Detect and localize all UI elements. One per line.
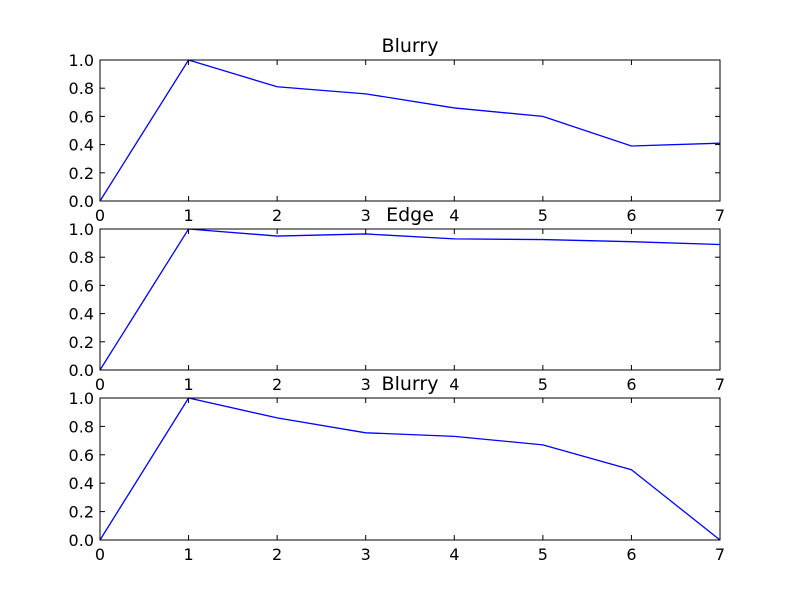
- chart-title: Blurry: [382, 373, 439, 395]
- x-tick-label: 6: [626, 375, 636, 394]
- y-tick-label: 0.6: [69, 107, 94, 126]
- x-tick-label: 4: [449, 206, 459, 225]
- x-tick-label: 1: [183, 545, 193, 564]
- y-tick-label: 0.6: [69, 276, 94, 295]
- y-tick-label: 0.4: [69, 305, 94, 324]
- x-tick-label: 2: [272, 206, 282, 225]
- y-tick-label: 0.6: [69, 446, 94, 465]
- x-tick-label: 1: [183, 375, 193, 394]
- y-tick-label: 0.4: [69, 474, 94, 493]
- y-tick-label: 1.0: [69, 220, 94, 239]
- x-tick-label: 6: [626, 206, 636, 225]
- chart-title: Edge: [386, 204, 434, 226]
- x-tick-label: 1: [183, 206, 193, 225]
- x-tick-label: 2: [272, 375, 282, 394]
- x-tick-label: 4: [449, 545, 459, 564]
- y-tick-label: 0.2: [69, 503, 94, 522]
- axes-frame: [99, 397, 721, 541]
- y-tick-label: 0.4: [69, 136, 94, 155]
- series-line: [99, 228, 721, 371]
- x-tick-label: 0: [95, 375, 105, 394]
- series-line: [99, 59, 721, 202]
- subplot-2: 0 1 2 3 4 5 6 7 0.0 0.2 0.4 0.6 0.8 1.0 Edge: [69, 204, 726, 394]
- y-tick-label: 1.0: [69, 51, 94, 70]
- y-tick-label: 0.2: [69, 333, 94, 352]
- axes-frame: [99, 59, 721, 202]
- x-tick-label: 3: [361, 206, 371, 225]
- x-tick-label: 5: [538, 545, 548, 564]
- x-tick-label: 4: [449, 375, 459, 394]
- y-tick-label: 0.0: [69, 192, 94, 211]
- y-tick-label: 0.8: [69, 79, 94, 98]
- subplot-3: 0 1 2 3 4 5 6 7 0.0 0.2 0.4 0.6 0.8 1.0 Blurry: [69, 373, 726, 564]
- x-tick-label: 2: [272, 545, 282, 564]
- y-tick-label: 0.0: [69, 361, 94, 380]
- axes-frame: [99, 228, 721, 371]
- x-tick-label: 5: [538, 206, 548, 225]
- y-tick-label: 0.8: [69, 417, 94, 436]
- y-tick-label: 1.0: [69, 389, 94, 408]
- series-line: [99, 397, 721, 541]
- x-tick-label: 0: [95, 545, 105, 564]
- y-tick-label: 0.0: [69, 531, 94, 550]
- x-tick-label: 3: [361, 545, 371, 564]
- y-tick-label: 0.2: [69, 164, 94, 183]
- chart-title: Blurry: [382, 35, 439, 57]
- x-tick-label: 0: [95, 206, 105, 225]
- x-tick-label: 6: [626, 545, 636, 564]
- x-tick-label: 7: [715, 375, 725, 394]
- y-tick-label: 0.8: [69, 248, 94, 267]
- x-tick-label: 5: [538, 375, 548, 394]
- subplot-1: 0 1 2 3 4 5 6 7 0.0 0.2 0.4 0.6 0.8 1.0 Blurry: [69, 35, 726, 225]
- x-tick-label: 3: [361, 375, 371, 394]
- x-tick-label: 7: [715, 206, 725, 225]
- x-tick-label: 7: [715, 545, 725, 564]
